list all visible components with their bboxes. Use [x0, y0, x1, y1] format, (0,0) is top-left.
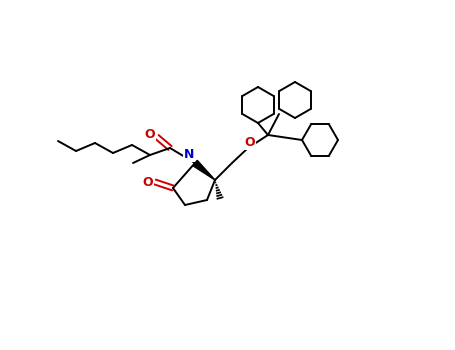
Text: O: O — [245, 136, 255, 149]
Text: N: N — [184, 148, 194, 161]
Text: O: O — [145, 127, 155, 140]
Text: O: O — [143, 175, 153, 189]
Polygon shape — [193, 160, 215, 180]
